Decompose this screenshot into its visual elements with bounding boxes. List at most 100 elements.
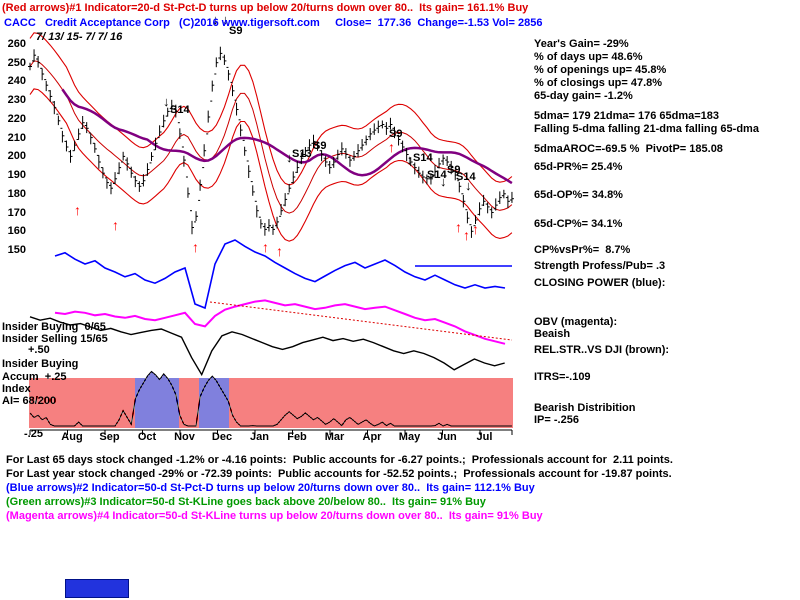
- left-label: -.25: [24, 428, 43, 440]
- footer-line: (Blue arrows)#2 Indicator=50-d St-Pct-D …: [6, 482, 535, 494]
- svg-text:↑: ↑: [276, 243, 283, 259]
- left-label: Index: [2, 383, 31, 395]
- closing-power-line: [54, 239, 506, 310]
- svg-text:↓: ↓: [465, 178, 472, 193]
- month-label: Jul: [476, 431, 493, 443]
- svg-text:↑: ↑: [192, 239, 199, 255]
- month-label: Feb: [287, 431, 307, 443]
- month-label: Jan: [250, 431, 269, 443]
- svg-text:↑: ↑: [455, 219, 462, 235]
- indicator1-legend: (Red arrows)#1 Indicator=20-d St-Pct-D t…: [2, 2, 529, 14]
- accum-index-line: [29, 370, 512, 427]
- month-label: Aug: [61, 431, 83, 443]
- stats-line: REL.STR..VS DJI (brown):: [534, 344, 670, 356]
- svg-text:↓: ↓: [286, 150, 293, 165]
- stats-line: 5dmaAROC=-69.5 % PivotP= 185.08: [534, 143, 723, 155]
- stats-line: 5dma= 179 21dma= 176 65dma=183: [534, 110, 719, 122]
- stats-line: 65-day gain= -1.2%: [534, 90, 633, 102]
- stats-line: Bearish Distribition: [534, 402, 636, 414]
- svg-text:↑: ↑: [472, 221, 479, 237]
- stats-line: CP%vsPr%= 8.7%: [534, 244, 631, 256]
- footer-line: (Magenta arrows)#4 Indicator=50-d St-KLi…: [6, 510, 543, 522]
- stats-line: Falling 5-dma falling 21-dma falling 65-…: [534, 123, 759, 135]
- y-axis-label: 220: [7, 112, 26, 125]
- stats-line: % of closings up= 47.8%: [534, 77, 663, 89]
- taskbar-button[interactable]: [65, 579, 129, 598]
- svg-text:S14: S14: [427, 169, 447, 181]
- accum-index-histogram: [29, 371, 513, 428]
- obv-trendline: [209, 301, 513, 341]
- month-label: May: [398, 431, 421, 443]
- stats-line: % of days up= 48.6%: [534, 51, 643, 63]
- svg-text:S9: S9: [447, 164, 460, 176]
- time-axis: [29, 429, 513, 435]
- month-label: Oct: [137, 431, 157, 443]
- obv-line: [54, 299, 506, 345]
- moving-averages: [29, 32, 513, 242]
- stats-line: IP= -.256: [534, 414, 579, 426]
- sell-arrow-icons: ↓ ↓↓↓ ↓↓ ↓: [163, 12, 472, 193]
- left-label: Insider Buying 0/65: [2, 321, 106, 333]
- svg-text:↓: ↓: [212, 12, 219, 27]
- svg-text:S9: S9: [389, 128, 402, 140]
- month-label: Nov: [174, 431, 195, 443]
- stats-line: CLOSING POWER (blue):: [534, 277, 666, 289]
- y-axis-label: 160: [7, 225, 26, 238]
- svg-text:↓: ↓: [222, 12, 229, 27]
- left-label: AI= 68/200: [2, 395, 57, 407]
- left-label: Accum +.25: [2, 371, 67, 383]
- svg-text:S13: S13: [292, 148, 312, 160]
- month-label: Dec: [211, 431, 233, 443]
- stats-line: Beaish: [534, 328, 571, 340]
- y-axis-label: 260: [7, 38, 26, 50]
- left-label: +.50: [28, 344, 50, 356]
- price-bars: [28, 46, 514, 238]
- svg-text:↓: ↓: [163, 94, 170, 109]
- left-label: Insider Buying: [2, 358, 79, 370]
- svg-text:S14: S14: [413, 152, 433, 164]
- y-axis-label: 210: [7, 131, 26, 144]
- svg-text:↑: ↑: [112, 217, 119, 233]
- relative-strength-line: [29, 316, 505, 377]
- month-label: Apr: [362, 431, 382, 443]
- footer-line: For Last 65 days stock changed -1.2% or …: [6, 454, 673, 466]
- svg-text:↑: ↑: [463, 227, 470, 243]
- footer-line: For Last year stock changed -29% or -72.…: [6, 468, 672, 480]
- svg-text:S14: S14: [170, 104, 190, 116]
- stats-line: 65d-OP%= 34.8%: [534, 189, 623, 201]
- month-label: Mar: [324, 431, 345, 443]
- month-label: Sep: [99, 431, 120, 443]
- date-range: 7/ 13/ 15- 7/ 7/ 16: [36, 31, 123, 43]
- stats-line: % of openings up= 45.8%: [534, 64, 667, 76]
- y-axis-label: 230: [7, 94, 26, 107]
- y-axis-label: 250: [7, 56, 26, 69]
- month-label: Jun: [437, 431, 457, 443]
- stats-line: Year's Gain= -29%: [534, 38, 629, 50]
- title-bar-text: CACC Credit Acceptance Corp (C)2016 www.…: [4, 17, 543, 29]
- stats-line: ITRS=-.109: [534, 371, 591, 383]
- y-axis-label: 240: [7, 75, 26, 88]
- svg-text:↑: ↑: [388, 139, 395, 155]
- y-axis-label: 150: [7, 244, 26, 256]
- svg-text:↓: ↓: [406, 152, 413, 167]
- y-axis-label: 200: [7, 150, 26, 163]
- stats-line: 65d-PR%= 25.4%: [534, 161, 623, 173]
- y-axis-label: 170: [7, 206, 26, 219]
- stats-line: OBV (magenta):: [534, 316, 618, 328]
- svg-text:S9: S9: [313, 140, 326, 152]
- footer-line: (Green arrows)#3 Indicator=50-d St-KLine…: [6, 496, 486, 508]
- left-label: Insider Selling 15/65: [2, 333, 108, 345]
- buy-arrow-icons: ↑↑↑ ↑ ↑↑↑ ↑ ↑: [74, 139, 479, 259]
- svg-text:S9: S9: [229, 25, 242, 37]
- y-axis-label: 180: [7, 187, 26, 200]
- svg-text:S14: S14: [456, 171, 476, 183]
- svg-text:↑: ↑: [262, 239, 269, 255]
- svg-text:↓: ↓: [440, 174, 447, 189]
- y-axis-label: 190: [7, 169, 26, 182]
- stats-line: Strength Profess/Pub= .3: [534, 260, 666, 272]
- stats-line: 65d-CP%= 34.1%: [534, 218, 623, 230]
- svg-text:↑: ↑: [74, 202, 81, 218]
